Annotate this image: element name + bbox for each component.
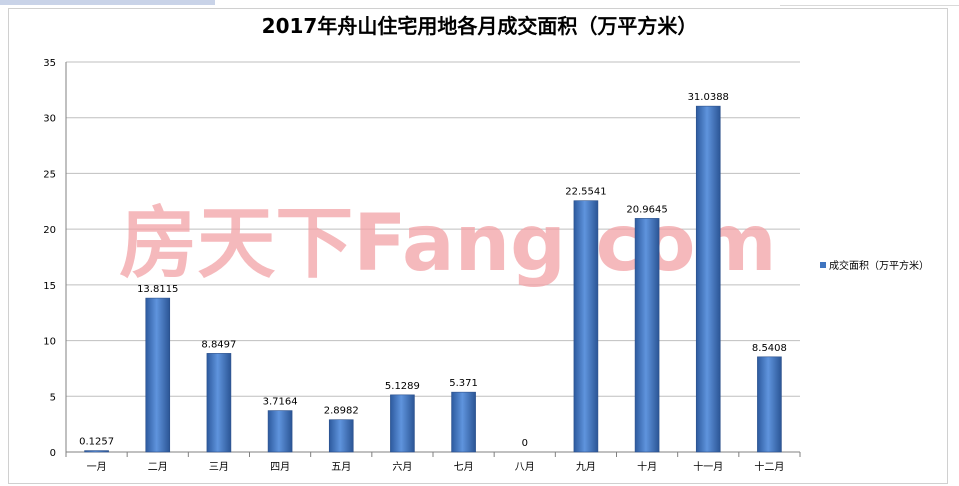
data-label: 5.371 xyxy=(449,378,478,389)
bar xyxy=(573,200,599,453)
y-tick-label: 25 xyxy=(43,169,56,180)
data-label: 8.5408 xyxy=(752,343,787,354)
bar xyxy=(84,450,109,453)
bar xyxy=(267,410,293,453)
top-strip-left xyxy=(0,0,215,5)
data-label: 13.8115 xyxy=(137,284,178,295)
data-label: 31.0388 xyxy=(688,92,729,103)
chart-title: 2017年舟山住宅用地各月成交面积（万平方米） xyxy=(261,14,698,38)
bar xyxy=(390,394,415,453)
bar xyxy=(451,391,476,453)
x-tick-label: 十一月 xyxy=(693,460,723,473)
data-label: 2.8982 xyxy=(324,406,359,417)
y-tick-label: 20 xyxy=(43,225,56,236)
x-tick-label: 六月 xyxy=(392,461,412,473)
top-strip xyxy=(0,0,959,6)
data-label: 0 xyxy=(522,438,528,449)
y-tick-label: 5 xyxy=(50,392,56,403)
y-tick-label: 35 xyxy=(43,58,56,69)
legend-swatch xyxy=(820,261,826,268)
bar xyxy=(206,353,232,453)
data-label: 3.7164 xyxy=(263,397,298,408)
x-tick-label: 七月 xyxy=(454,461,474,473)
watermark: 房天下Fang.com xyxy=(119,199,776,289)
top-strip-right xyxy=(780,0,959,6)
x-tick-label: 一月 xyxy=(87,461,107,473)
bar xyxy=(145,297,171,453)
x-tick-label: 三月 xyxy=(209,461,229,473)
bar xyxy=(695,105,721,453)
data-label: 22.5541 xyxy=(565,187,606,198)
legend-label: 成交面积（万平方米） xyxy=(829,261,929,272)
data-label: 20.9645 xyxy=(626,204,667,215)
bar xyxy=(634,218,660,453)
y-tick-label: 10 xyxy=(43,337,56,348)
bar xyxy=(757,356,782,453)
data-label: 8.8497 xyxy=(201,339,236,350)
data-label: 5.1289 xyxy=(385,381,420,392)
chart-legend: 成交面积（万平方米） xyxy=(820,257,929,272)
x-tick-label: 十月 xyxy=(637,460,657,473)
x-tick-label: 九月 xyxy=(576,461,596,473)
y-tick-label: 15 xyxy=(43,281,56,292)
x-tick-label: 四月 xyxy=(270,461,290,473)
data-label: 0.1257 xyxy=(79,437,114,448)
y-tick-label: 0 xyxy=(50,448,56,459)
y-tick-label: 30 xyxy=(43,114,56,125)
x-tick-label: 八月 xyxy=(515,461,535,473)
x-tick-label: 二月 xyxy=(148,461,168,473)
x-tick-label: 十二月 xyxy=(754,460,784,473)
x-tick-label: 五月 xyxy=(331,461,351,473)
bar xyxy=(328,419,354,453)
